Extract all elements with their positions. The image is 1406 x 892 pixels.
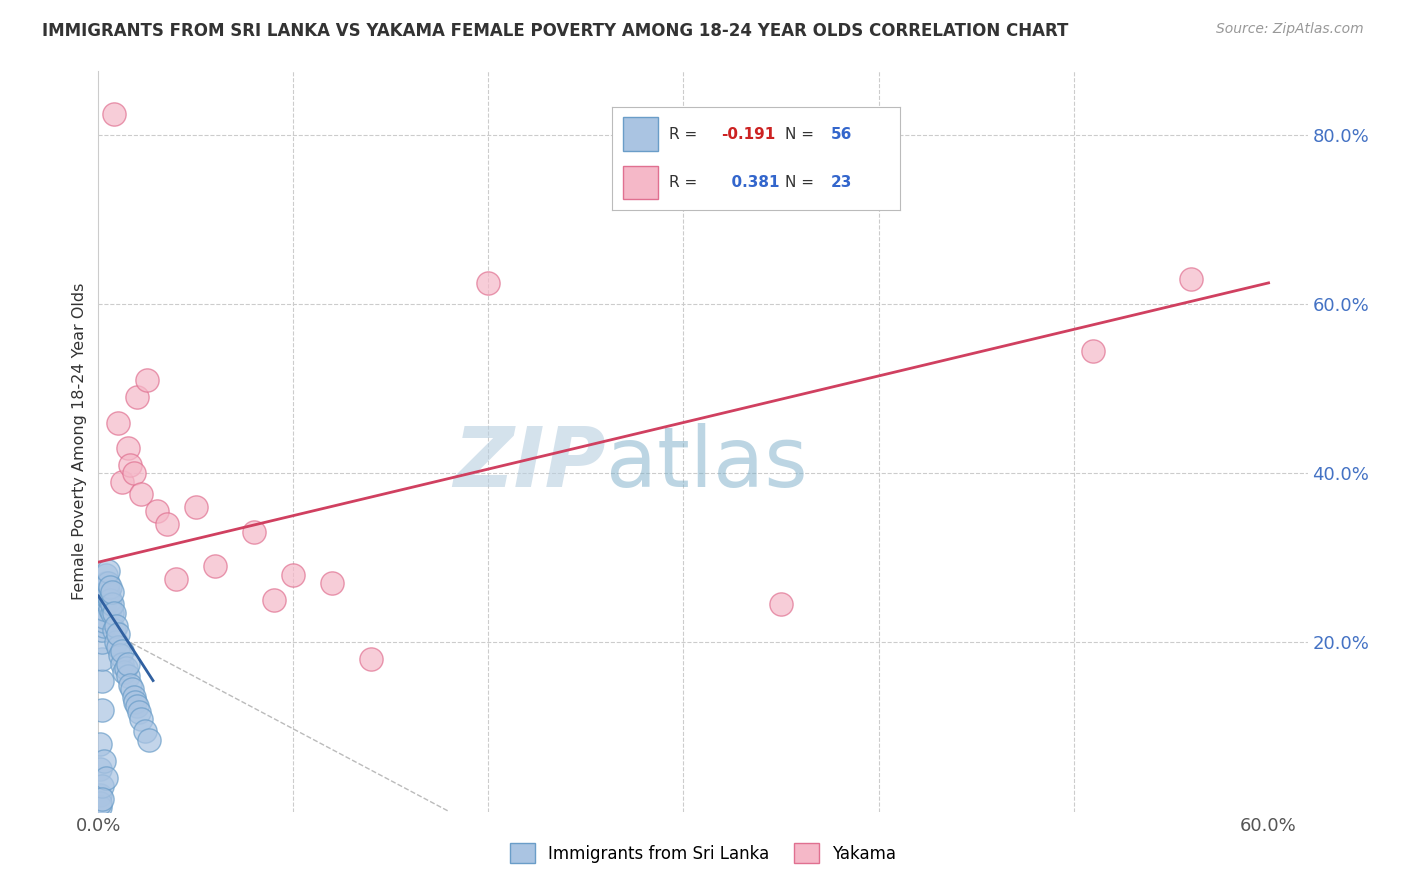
Text: R =: R = [669,127,703,142]
Point [97,584,120,599]
Point [97,589,120,603]
Point [134,724,156,739]
Text: 23: 23 [831,175,852,190]
Point [124,695,146,709]
Text: N =: N = [785,175,818,190]
Text: R =: R = [669,175,703,190]
Point [146,504,169,518]
Point [91,780,114,794]
Point [103,623,125,637]
Text: atlas: atlas [606,423,808,504]
Point [118,678,141,692]
Point [121,681,143,696]
Point [96,584,118,599]
Text: N =: N = [785,127,818,142]
Point [97,564,120,578]
Point [89,737,111,751]
Point [91,635,114,649]
Point [93,601,115,615]
Point [93,618,115,632]
Point [91,652,114,666]
Point [91,673,114,688]
Point [96,771,118,785]
Y-axis label: Female Poverty Among 18-24 Year Olds: Female Poverty Among 18-24 Year Olds [72,283,87,600]
Text: 0.381: 0.381 [721,175,780,190]
Text: 56: 56 [831,127,852,142]
Point [243,525,266,540]
Point [98,593,121,607]
Point [97,576,120,591]
Point [117,657,139,671]
Point [107,627,129,641]
Point [204,559,226,574]
Point [107,416,129,430]
Point [118,458,141,472]
Point [101,584,124,599]
Point [165,572,187,586]
Point [131,487,153,501]
Point [321,576,343,591]
Point [263,593,285,607]
Point [108,648,131,663]
Point [111,644,134,658]
Point [138,732,160,747]
Point [107,640,129,654]
Point [131,712,153,726]
Point [122,467,145,481]
Bar [623,118,658,151]
Point [96,576,118,591]
Point [89,763,111,777]
Point [96,567,118,582]
Point [111,475,134,489]
Point [104,618,127,632]
Point [117,669,139,683]
Point [1081,343,1104,358]
Point [91,792,114,806]
Point [98,581,121,595]
Point [89,800,111,814]
Point [93,610,115,624]
Point [127,698,149,713]
Point [91,623,114,637]
Point [122,690,145,705]
Point [104,635,127,649]
Point [93,754,115,768]
Point [101,598,124,612]
Point [111,657,134,671]
Point [91,703,114,717]
Point [112,665,135,679]
Point [136,373,159,387]
Text: IMMIGRANTS FROM SRI LANKA VS YAKAMA FEMALE POVERTY AMONG 18-24 YEAR OLDS CORRELA: IMMIGRANTS FROM SRI LANKA VS YAKAMA FEMA… [42,22,1069,40]
Point [477,276,499,290]
Point [96,589,118,603]
Point [96,593,118,607]
Point [103,606,125,620]
Point [103,106,125,120]
Point [98,601,121,615]
Text: ZIP: ZIP [454,423,606,504]
Point [101,606,124,620]
Point [156,516,179,531]
Point [117,441,139,455]
Legend: Immigrants from Sri Lanka, Yakama: Immigrants from Sri Lanka, Yakama [503,837,903,870]
Point [128,705,150,719]
Point [184,500,207,515]
Point [360,652,382,666]
Point [1180,271,1202,285]
Text: Source: ZipAtlas.com: Source: ZipAtlas.com [1216,22,1364,37]
Point [93,593,115,607]
Point [114,661,136,675]
Point [89,797,111,811]
Text: -0.191: -0.191 [721,127,775,142]
Point [89,788,111,802]
Point [283,567,305,582]
Point [93,615,115,629]
Bar [623,166,658,199]
Point [127,390,149,404]
Point [769,598,792,612]
